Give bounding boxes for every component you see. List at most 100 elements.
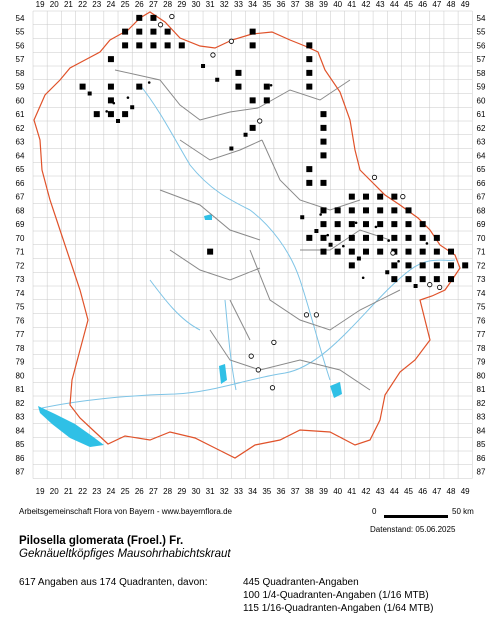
y-axis-label: 67: [477, 193, 486, 202]
x-axis-label: 43: [376, 487, 385, 496]
x-axis-label: 26: [135, 487, 144, 496]
y-axis-label: 70: [16, 234, 25, 243]
quadrant-record-marker: [136, 14, 143, 21]
x-axis-label: 45: [404, 487, 413, 496]
quadrant-record-marker: [235, 83, 242, 90]
quadrant-record-marker: [306, 56, 313, 63]
river: [139, 84, 251, 211]
quadrant-record-marker: [419, 248, 426, 255]
historic-record-marker: [248, 353, 254, 359]
x-axis-label: 31: [206, 487, 215, 496]
y-axis-label: 77: [477, 330, 486, 339]
grid-labels: 19 19 20 20 21 21 22 22 23 23 24 24 25 25 26 26 27 27 28 28…: [16, 0, 486, 496]
quadrant-record-marker: [320, 179, 327, 186]
lake: [219, 364, 227, 384]
historic-record-marker: [210, 52, 216, 58]
y-axis-label: 71: [477, 248, 486, 257]
x-axis-label: 40: [333, 487, 342, 496]
x-axis-label: 46: [418, 487, 427, 496]
y-axis-label: 63: [477, 138, 486, 147]
historic-record-marker: [269, 385, 276, 391]
y-axis-label: 87: [477, 468, 486, 477]
historic-record-marker: [313, 312, 319, 318]
y-axis-label: 56: [477, 41, 486, 50]
historic-record-marker: [169, 13, 175, 20]
quadrant-record-marker: [122, 28, 129, 35]
quadrant-record-marker: [320, 248, 327, 255]
sixteenth-quadrant-count: 115 1/16-Quadranten-Angaben (1/64 MTB): [243, 603, 434, 614]
sixteenth-quadrant-record-marker: [147, 81, 151, 84]
x-axis-label: 43: [376, 0, 385, 9]
y-axis-label: 80: [477, 371, 486, 380]
x-axis-label: 32: [220, 0, 229, 9]
y-axis-label: 62: [16, 124, 25, 133]
y-axis-label: 87: [16, 468, 25, 477]
y-axis-label: 68: [16, 206, 25, 215]
y-axis-label: 83: [477, 413, 486, 422]
historic-record-marker: [390, 250, 396, 256]
map-grid: [32, 10, 473, 479]
historic-record-marker: [257, 118, 263, 124]
quarter-quadrant-record-marker: [314, 229, 319, 233]
historic-record-marker: [400, 194, 406, 200]
quadrant-record-marker: [207, 248, 214, 255]
y-axis-label: 61: [477, 110, 486, 119]
x-axis-label: 37: [291, 487, 300, 496]
quadrant-record-marker: [306, 69, 313, 76]
y-axis-label: 70: [477, 234, 486, 243]
quadrant-record-marker: [164, 42, 171, 49]
y-axis-label: 57: [16, 55, 25, 64]
state-border: [33, 11, 461, 459]
quadrant-record-marker: [391, 262, 398, 269]
quadrant-record-marker: [320, 234, 327, 241]
x-axis-label: 47: [432, 0, 441, 9]
y-axis-label: 74: [16, 289, 25, 298]
x-axis-label: 30: [192, 0, 201, 9]
quarter-quadrant-record-marker: [229, 146, 234, 151]
y-axis-label: 82: [477, 399, 486, 408]
y-axis-label: 63: [16, 138, 25, 147]
x-axis-label: 25: [121, 0, 130, 9]
quadrant-record-marker: [263, 97, 270, 104]
sixteenth-quadrant-record-marker: [126, 96, 130, 99]
quadrant-record-marker: [405, 207, 412, 214]
y-axis-label: 73: [477, 275, 486, 284]
x-axis-label: 41: [347, 487, 356, 496]
y-axis-label: 75: [16, 303, 25, 312]
historic-record-marker: [427, 282, 433, 288]
records-summary: 617 Angaben aus 174 Quadranten, davon:: [19, 577, 208, 588]
distribution-map: 19 19 20 20 21 21 22 22 23 23 24 24 25 25 26 26 27 27 28 28…: [16, 0, 486, 496]
historic-record-marker: [228, 38, 234, 44]
scale-end: 50 km: [452, 507, 474, 516]
y-axis-label: 59: [477, 83, 486, 92]
quadrant-record-marker: [107, 56, 114, 63]
quarter-quadrant-record-marker: [243, 132, 248, 137]
x-axis-label: 35: [262, 0, 271, 9]
quadrant-record-marker: [348, 207, 355, 214]
x-axis-label: 42: [362, 0, 371, 9]
x-axis-label: 23: [92, 0, 101, 9]
y-axis-label: 71: [16, 248, 25, 257]
quadrant-record-marker: [178, 42, 185, 49]
historic-record-marker: [303, 312, 310, 318]
y-axis-label: 73: [16, 275, 25, 284]
x-axis-label: 40: [333, 0, 342, 9]
historic-record-marker: [271, 339, 277, 345]
quadrant-record-marker: [391, 207, 398, 214]
x-axis-label: 47: [432, 487, 441, 496]
y-axis-label: 69: [16, 220, 25, 229]
x-axis-label: 27: [149, 487, 158, 496]
x-axis-label: 28: [163, 487, 172, 496]
y-axis-label: 68: [477, 206, 486, 215]
y-axis-label: 60: [16, 96, 25, 105]
x-axis-label: 48: [447, 0, 456, 9]
quadrant-record-marker: [362, 221, 369, 228]
quadrant-record-marker: [306, 42, 313, 49]
quarter-quadrant-record-marker: [385, 270, 390, 275]
x-axis-label: 46: [418, 0, 427, 9]
x-axis-label: 38: [305, 487, 314, 496]
quarter-quadrant-record-marker: [356, 256, 361, 261]
quadrant-record-marker: [433, 234, 440, 241]
quadrant-record-marker: [362, 207, 369, 214]
quadrant-record-marker: [448, 276, 455, 283]
